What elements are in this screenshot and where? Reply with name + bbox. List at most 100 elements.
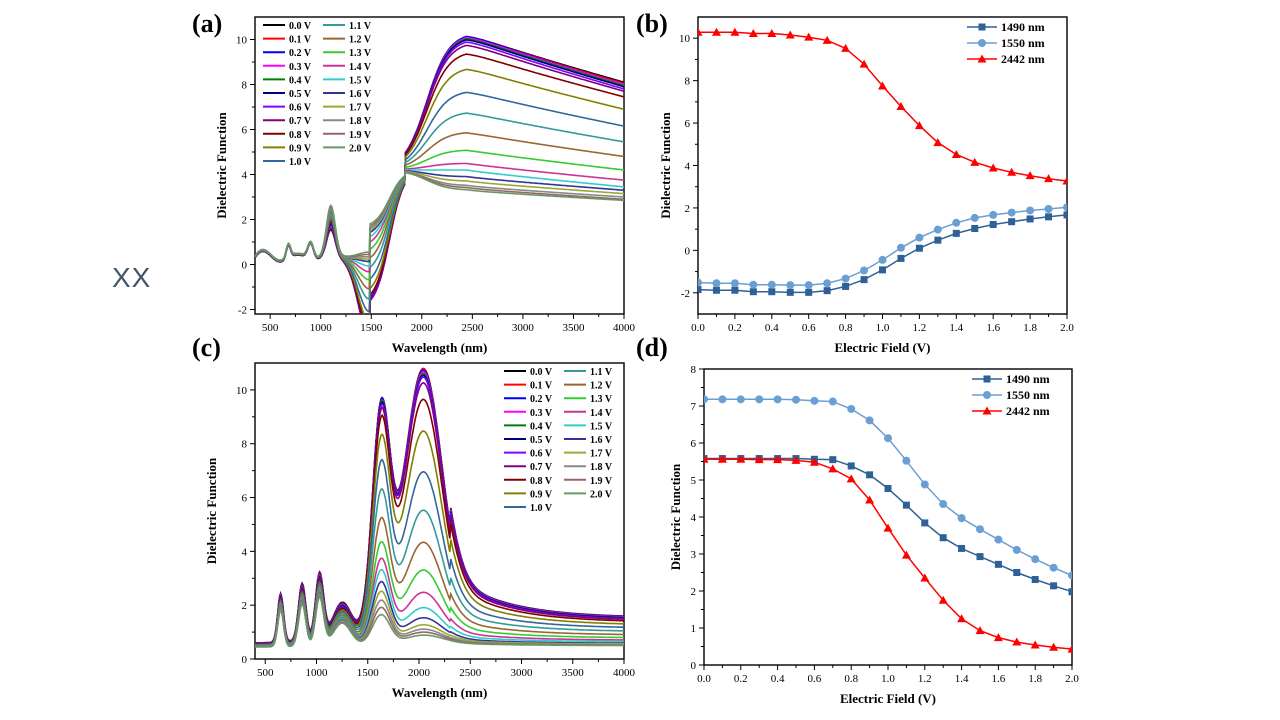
legend-label: 0.5 V	[289, 89, 312, 100]
y-axis-label: Dielectric Function	[204, 457, 219, 564]
legend-label: 0.7 V	[289, 116, 312, 127]
data-point	[829, 456, 837, 464]
y-tick-label: 0	[685, 245, 691, 257]
panel-label: (a)	[192, 9, 222, 38]
x-tick-label: 1500	[357, 667, 380, 679]
legend-marker	[977, 54, 987, 63]
data-point	[1008, 218, 1016, 226]
legend-label: 0.9 V	[530, 489, 553, 500]
data-point	[1007, 167, 1017, 176]
plot-area	[255, 367, 624, 648]
data-point	[1030, 640, 1040, 649]
plot-frame	[254, 362, 625, 660]
y-tick-label: 8	[691, 364, 697, 376]
data-point	[698, 286, 702, 294]
y-tick-label: 2	[242, 600, 248, 612]
data-point	[791, 455, 801, 464]
y-tick-label: 4	[242, 170, 248, 182]
data-point	[859, 59, 869, 68]
x-axis-label: Wavelength (nm)	[392, 685, 488, 700]
panel-a: 500 1000 1500 2000 2500 3000 3500 4000 -2 0 2 4 6 8 10…	[192, 9, 636, 355]
data-point	[921, 519, 929, 527]
data-point	[860, 276, 868, 284]
legend-label: 0.3 V	[289, 62, 312, 73]
data-point	[1063, 211, 1067, 219]
data-point	[994, 535, 1003, 544]
y-tick-label: 6	[242, 125, 248, 137]
y-tick-label: 7	[691, 401, 697, 413]
x-tick-label: 0.6	[808, 673, 822, 685]
x-tick-label: 2000	[408, 667, 431, 679]
data-point	[896, 102, 906, 111]
y-axis-label: Dielectric Function	[658, 111, 673, 218]
x-tick-label: 0.4	[771, 673, 785, 685]
data-point	[749, 280, 758, 289]
data-point	[1049, 563, 1058, 572]
legend-label: 2442 nm	[1006, 404, 1050, 418]
plot-area	[698, 27, 1067, 296]
data-point	[884, 485, 892, 493]
y-tick-label: 8	[242, 439, 248, 451]
x-tick-label: 3000	[512, 322, 535, 334]
data-point	[1026, 206, 1035, 215]
x-tick-label: 1000	[306, 667, 329, 679]
data-point	[865, 416, 874, 425]
x-tick-label: 1.8	[1028, 673, 1042, 685]
legend-label: 0.6 V	[289, 103, 312, 114]
legend-label: 1.9 V	[590, 476, 613, 487]
legend-label: 0.3 V	[530, 408, 553, 419]
data-point	[1013, 569, 1021, 576]
series-line-16V	[255, 170, 624, 263]
data-point	[730, 27, 740, 36]
legend-marker	[978, 39, 986, 47]
series-line-20V	[255, 595, 624, 648]
x-tick-label: 2.0	[1060, 322, 1074, 334]
side-label: XX	[112, 262, 152, 293]
legend-label: 0.1 V	[530, 381, 553, 392]
series-line-04V	[255, 372, 624, 645]
data-point	[866, 471, 874, 479]
x-tick-label: 0.0	[697, 673, 711, 685]
data-point	[957, 514, 966, 523]
data-point	[698, 27, 703, 36]
data-point	[767, 29, 777, 38]
legend-label: 1.6 V	[590, 435, 613, 446]
data-point	[933, 138, 943, 147]
legend-label: 1.0 V	[530, 503, 553, 514]
legend-label: 0.8 V	[289, 130, 312, 141]
y-tick-label: 0	[242, 654, 248, 666]
legend-label: 1.2 V	[349, 35, 372, 46]
data-point	[1067, 644, 1072, 653]
x-tick-label: 3500	[562, 322, 585, 334]
legend-label: 1490 nm	[1001, 20, 1045, 34]
data-point	[939, 534, 947, 542]
data-point	[933, 225, 942, 234]
x-tick-label: 4000	[613, 322, 636, 334]
legend-marker	[983, 391, 991, 399]
x-axis-label: Electric Field (V)	[834, 340, 930, 355]
x-tick-label: 1500	[360, 322, 383, 334]
data-point	[1026, 215, 1034, 223]
data-point	[810, 396, 819, 405]
panel-label: (c)	[192, 333, 221, 362]
x-tick-label: 0.2	[734, 673, 748, 685]
legend-label: 0.0 V	[530, 367, 553, 378]
data-point	[828, 397, 837, 406]
x-tick-label: 1.0	[881, 673, 895, 685]
y-tick-label: 5	[691, 475, 697, 487]
data-point	[804, 32, 814, 41]
legend-label: 1.7 V	[590, 449, 613, 460]
legend-label: 1550 nm	[1001, 36, 1045, 50]
x-tick-label: 4000	[613, 667, 636, 679]
data-point	[809, 457, 819, 466]
legend-label: 2.0 V	[590, 489, 613, 500]
legend-marker	[982, 406, 992, 415]
legend-label: 0.4 V	[289, 75, 312, 86]
legend-label: 1.2 V	[590, 381, 613, 392]
plot-area	[704, 395, 1072, 653]
panel-label: (b)	[636, 9, 668, 38]
data-point	[976, 525, 984, 534]
data-point	[879, 266, 886, 274]
legend-label: 2442 nm	[1001, 52, 1045, 66]
data-point	[1063, 203, 1067, 212]
